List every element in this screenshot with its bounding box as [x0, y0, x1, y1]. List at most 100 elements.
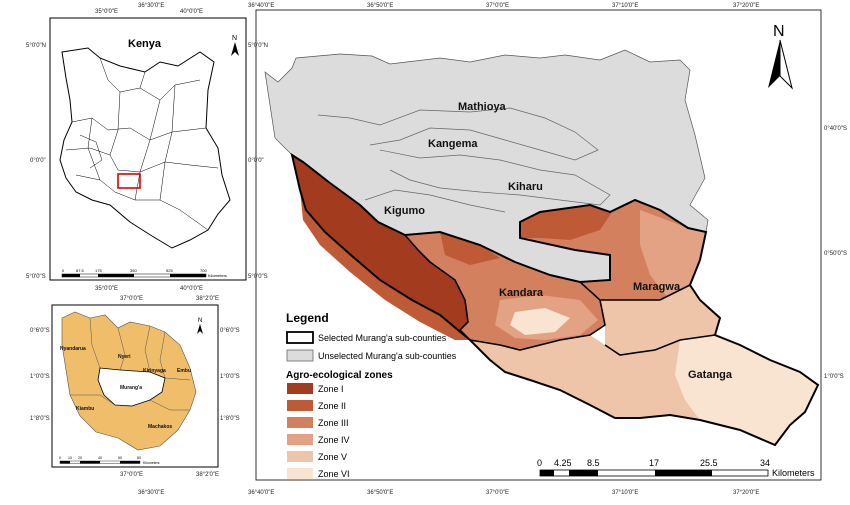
kenya-north-label: N — [232, 35, 237, 42]
legend-zones-title: Agro-ecological zones — [286, 370, 393, 381]
kenya-scalebar: 0 87.5 175 350 525 700 Kilometers — [61, 268, 227, 278]
maragwa-zone-ii — [520, 205, 612, 240]
muranga-scalebar-tick: 10 — [68, 456, 72, 460]
kigumo-zone-i — [292, 155, 468, 330]
kandara-zone-vi — [510, 308, 570, 335]
legend-swatch-zone — [287, 451, 313, 462]
kandara-zone-iii — [440, 232, 500, 265]
kenya-top-coord: 40°0'0"E — [180, 9, 203, 15]
main-bottom-coord: 37°20'0"E — [733, 490, 759, 496]
kenya-right-coord: 0°0'0" — [248, 158, 264, 164]
muranga-scalebar-unit: Kilometers — [143, 461, 160, 465]
main-bottom-coord: 36°50'0"E — [367, 490, 393, 496]
muranga-right-coord: 1°8'0"S — [220, 416, 240, 422]
main-top-coord: 37°20'0"E — [733, 3, 759, 9]
kenya-outline — [59, 47, 231, 249]
muranga-scalebar-tick: 60 — [118, 456, 122, 460]
main-top-coord: 36°50'0"E — [367, 3, 393, 9]
muranga-right-coord: 1°0'0"S — [220, 374, 240, 380]
subcounty-label-kandara: Kandara — [499, 287, 544, 299]
scalebar-tick: 0 — [537, 458, 542, 468]
muranga-county-shape — [97, 367, 166, 407]
muranga-top-coord: 37°0'0"E — [120, 296, 143, 302]
kenya-right-coord: 5°0'0"S — [248, 274, 268, 280]
legend-title: Legend — [286, 311, 329, 325]
kenya-scalebar-tick: 700 — [200, 268, 207, 273]
kenya-right-coord: 5°0'0"N — [248, 43, 268, 49]
kenya-bottom-coord: 35°0'0"E — [95, 286, 118, 292]
muranga-left-coord: 0°6'0"S — [30, 328, 50, 334]
main-bottom-coord: 36°40'0"E — [248, 490, 274, 496]
kenya-scalebar-unit: Kilometers — [208, 273, 227, 278]
kandara-maragwa-boundary — [600, 284, 691, 301]
scalebar-tick: 8.5 — [587, 458, 600, 468]
county-label-kirinyaga: Kirinyaga — [143, 368, 166, 374]
county-label-embu: Embu — [177, 368, 191, 374]
legend-label-unselected: Unselected Murang'a sub-counties — [318, 351, 457, 361]
muranga-scalebar: 0 10 20 40 60 80 Kilometers — [59, 456, 160, 465]
kenya-inset-title: Kenya — [128, 38, 162, 50]
county-label-machakos: Machakos — [148, 424, 172, 430]
muranga-scalebar-tick: 20 — [78, 456, 82, 460]
legend: Legend Selected Murang'a sub-counties Un… — [286, 311, 457, 479]
legend-swatch-zone — [287, 383, 313, 394]
legend-swatch-unselected — [286, 349, 314, 362]
county-label-nyeri: Nyeri — [118, 354, 131, 360]
muranga-inset: 37°0'0"E 38°2'0"E 37°0'0"E 38°2'0"E 0°6'… — [30, 296, 240, 478]
kenya-bottom-coord: 40°0'0"E — [180, 286, 203, 292]
subcounty-boundary — [364, 189, 506, 213]
main-top-coord: 37°10'0"E — [612, 3, 638, 9]
kenya-left-coord: 5°0'0"S — [26, 274, 46, 280]
county-label-nyandarua: Nyandarua — [60, 346, 86, 352]
muranga-top-coord: 38°2'0"E — [196, 296, 219, 302]
county-label-kiambu: Kiambu — [76, 406, 94, 412]
scalebar-unit: Kilometers — [772, 468, 815, 478]
kandara-gatanga-boundary — [469, 281, 606, 351]
subcounty-label-kangema: Kangema — [428, 138, 478, 150]
main-right-coord: 0°50'0"S — [824, 251, 847, 257]
main-right-coord: 1°0'0"S — [824, 374, 844, 380]
north-arrow-icon: N — [768, 23, 793, 90]
subcounty-label-maragwa: Maragwa — [633, 281, 681, 293]
north-arrow-label: N — [773, 23, 785, 40]
kenya-county-lines — [65, 57, 219, 231]
kenya-scalebar-tick: 525 — [166, 268, 173, 273]
legend-swatch-selected — [286, 331, 314, 344]
kigumo-kandara-boundary — [359, 204, 471, 341]
muranga-left-coord: 1°8'0"S — [30, 416, 50, 422]
legend-label-zone: Zone V — [318, 452, 347, 462]
main-top-coord: 37°0'0"E — [486, 3, 509, 9]
maragwa-zone-v — [600, 285, 720, 355]
legend-swatch-zone — [287, 400, 313, 411]
subcounty-label-kiharu: Kiharu — [508, 181, 543, 193]
muranga-scalebar-tick: 80 — [137, 456, 141, 460]
main-bottom-coord: 37°10'0"E — [612, 490, 638, 496]
scalebar-tick: 25.5 — [700, 458, 718, 468]
kenya-scalebar-tick: 87.5 — [76, 268, 85, 273]
legend-label-zone: Zone II — [318, 401, 346, 411]
legend-label-zone: Zone IV — [318, 435, 350, 445]
kenya-north-arrow-icon — [231, 42, 239, 56]
main-bottom-coord: 37°0'0"E — [486, 490, 509, 496]
kenya-left-coord: 0°0'0" — [30, 158, 46, 164]
maragwa-zone-iv — [640, 210, 706, 298]
muranga-north-label: N — [198, 318, 202, 324]
subcounty-label-mathioya: Mathioya — [458, 101, 507, 113]
muranga-scalebar-tick: 40 — [98, 456, 102, 460]
kenya-top-coord: 35°0'0"E — [95, 9, 118, 15]
main-top-coords: 36°30'0"E 36°40'0"E 36°50'0"E 37°0'0"E 3… — [138, 3, 759, 9]
county-label-muranga: Murang'a — [120, 385, 142, 391]
subcounty-boundary — [379, 149, 611, 206]
gatanga-zone-vi — [675, 335, 818, 445]
muranga-bottom-coord: 37°0'0"E — [120, 472, 143, 478]
legend-label-zone: Zone III — [318, 418, 349, 428]
scalebar-tick: 4.25 — [554, 458, 572, 468]
muranga-scalebar-tick: 0 — [59, 456, 61, 460]
kenya-scalebar-tick: 350 — [130, 268, 137, 273]
muranga-left-coord: 1°0'0"S — [30, 374, 50, 380]
kenya-scalebar-tick: 0 — [62, 268, 65, 273]
study-area-marker — [117, 173, 141, 189]
subcounty-label-kigumo: Kigumo — [384, 205, 425, 217]
legend-swatch-zone — [287, 417, 313, 428]
